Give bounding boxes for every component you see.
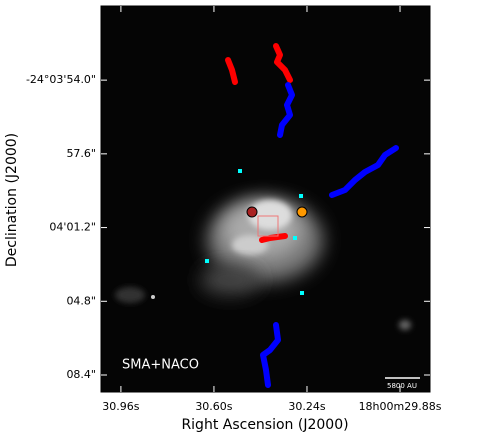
x-tick-label: 30.96s bbox=[102, 400, 139, 413]
frame bbox=[100, 5, 431, 393]
y-tick-label: 57.6" bbox=[66, 147, 96, 160]
y-tick-label: 04.8" bbox=[66, 294, 96, 307]
y-tick-label: -24°03'54.0" bbox=[26, 73, 96, 86]
x-tick-label: 30.60s bbox=[195, 400, 232, 413]
y-axis-label: Declination (J2000) bbox=[4, 133, 20, 267]
x-axis-label: Right Ascension (J2000) bbox=[181, 417, 348, 433]
annotation: SMA+NACO bbox=[122, 358, 199, 373]
y-tick-label: 08.4" bbox=[66, 368, 96, 381]
scale-label: 5800 AU bbox=[387, 382, 417, 390]
x-tick-label: 18h00m29.88s bbox=[359, 400, 442, 413]
x-tick-label: 30.24s bbox=[288, 400, 325, 413]
image: SMA+NACO 5800 AU bbox=[101, 6, 430, 392]
y-tick-label: 04'01.2" bbox=[49, 221, 96, 234]
